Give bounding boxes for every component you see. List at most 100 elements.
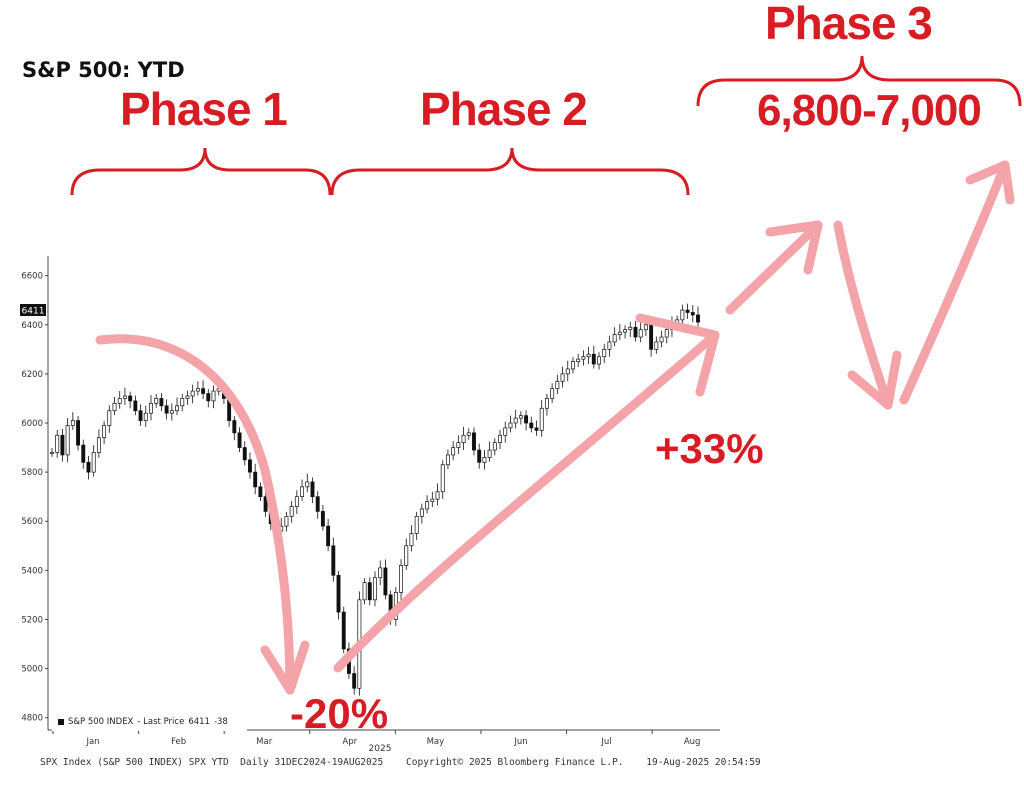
candle-body: [248, 459, 252, 473]
y-tick-label: 6600: [21, 272, 43, 282]
last-price-tag: 6411: [20, 304, 46, 317]
phase3-final-arrowhead: [965, 160, 1015, 205]
candle-body: [237, 432, 242, 448]
candle-body: [399, 565, 403, 593]
candle-body: [430, 498, 435, 502]
phase3-down-arrowhead: [847, 350, 902, 410]
candle-body: [555, 380, 560, 389]
legend-series-name: S&P 500 INDEX: [68, 717, 134, 727]
candle-body: [607, 341, 612, 350]
candle-body: [414, 515, 419, 534]
candle-body: [602, 348, 607, 358]
annotation-arrows: [95, 160, 1015, 695]
candle-body: [451, 447, 456, 456]
x-tick-label: Jul: [600, 737, 611, 747]
candle-body: [352, 673, 357, 689]
candle-body: [326, 525, 331, 547]
y-tick-label: 6000: [21, 419, 43, 429]
last-price-tag-text: 6411: [22, 307, 45, 317]
x-tick-label: Jan: [85, 737, 99, 747]
candle-body: [122, 395, 127, 399]
rally-label: +33%: [655, 425, 764, 472]
candle-body: [159, 398, 164, 407]
candle-body: [201, 388, 206, 394]
candle-body: [128, 395, 133, 402]
drawdown-label: -20%: [290, 690, 389, 737]
candle-body: [133, 400, 138, 412]
phase2-brace: [330, 147, 690, 196]
candle-body: [383, 567, 388, 596]
candle-body: [581, 356, 586, 360]
candle-body: [503, 427, 508, 436]
candle-body: [315, 496, 320, 512]
target-range-label: 6,800-7,000: [757, 86, 982, 135]
candle-body: [154, 398, 159, 404]
candle-body: [175, 405, 179, 412]
candle-body: [690, 312, 695, 316]
candle-body: [107, 410, 112, 426]
x-tick-label: Aug: [684, 737, 701, 747]
y-tick-label: 6400: [21, 321, 43, 331]
candle-body: [336, 574, 341, 613]
candle-body: [143, 412, 148, 421]
chart-headline: S&P 500: YTD: [22, 58, 185, 82]
candle-body: [445, 454, 450, 466]
candle-body: [612, 334, 617, 343]
candle-body: [518, 415, 523, 419]
x-axis-ticks: Jan Feb Mar Apr May Jun Jul Aug: [52, 730, 701, 747]
candle-body: [477, 449, 482, 463]
x-year-label: 2025: [369, 744, 392, 754]
candle-body: [331, 545, 336, 576]
candle-body: [373, 577, 377, 601]
candle-body: [190, 390, 195, 397]
x-tick-label: Apr: [342, 737, 357, 747]
candle-body: [482, 457, 487, 463]
candle-body: [81, 444, 86, 463]
candle-body: [409, 533, 414, 547]
candle-body: [576, 358, 581, 362]
legend-change: -38: [213, 717, 228, 727]
candle-body: [117, 398, 122, 404]
y-axis-ticks: 4800 5000 5200 5400 5600 5800 6000 6200 6400 6600: [21, 272, 48, 724]
candle-body: [294, 496, 299, 507]
candle-body: [664, 329, 669, 338]
candle-body: [300, 486, 305, 498]
candle-body: [211, 390, 216, 402]
candle-body: [498, 434, 502, 444]
y-tick-label: 5600: [21, 517, 43, 527]
candle-body: [425, 501, 430, 510]
candle-body: [289, 506, 294, 517]
y-tick-label: 5400: [21, 566, 43, 576]
candle-body: [242, 447, 247, 461]
candle-body: [86, 461, 91, 473]
candle-body: [461, 434, 466, 444]
candle-body: [258, 486, 263, 498]
candle-body: [284, 515, 289, 527]
y-tick-label: 5800: [21, 468, 43, 478]
y-tick-label: 5200: [21, 615, 43, 625]
candle-body: [534, 427, 539, 431]
candle-body: [628, 326, 633, 331]
candle-body: [544, 398, 549, 409]
candle-body: [466, 432, 471, 436]
decline-arrow: [95, 334, 295, 695]
candle-body: [50, 452, 54, 455]
legend-swatch: [58, 719, 64, 725]
candle-body: [305, 481, 310, 488]
decline-arrowhead: [260, 640, 310, 695]
source-footer: SPX Index (S&P 500 INDEX) SPX YTD Daily …: [40, 757, 761, 768]
candle-body: [138, 410, 143, 421]
x-tick-label: Feb: [171, 737, 186, 747]
x-tick-label: Jun: [513, 737, 527, 747]
phase3-up-arrowhead: [765, 220, 823, 275]
candle-body: [508, 422, 513, 429]
candle-body: [91, 452, 96, 473]
candle-body: [185, 395, 190, 399]
phase1-label: Phase 1: [120, 83, 288, 135]
candle-body: [513, 417, 518, 424]
candle-body: [617, 331, 622, 335]
phase3-brace: [696, 55, 1022, 107]
candle-body: [565, 368, 570, 375]
